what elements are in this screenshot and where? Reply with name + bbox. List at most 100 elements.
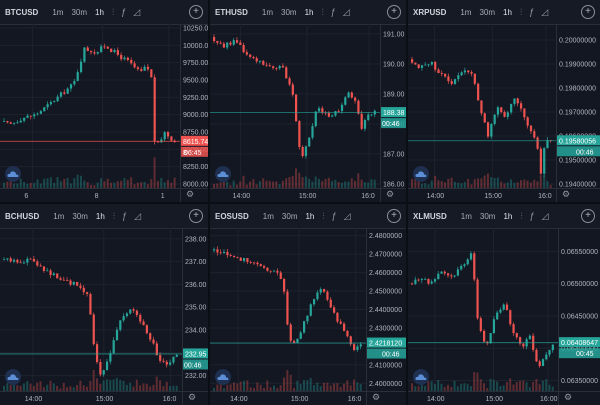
y-tick-label: 232.00 <box>185 373 207 380</box>
cloud-logo-icon[interactable] <box>215 369 231 385</box>
add-chart-icon[interactable]: + <box>387 5 401 19</box>
price-chart[interactable]: 0.065500000.065000000.064500000.06400000… <box>408 228 600 405</box>
candle <box>272 65 275 70</box>
timeframe-1m[interactable]: 1m <box>262 211 274 221</box>
timeframe-30m[interactable]: 30m <box>281 211 298 221</box>
settings-icon[interactable]: ⚙ <box>564 392 573 402</box>
candle <box>100 44 103 54</box>
chart-panel-eosusd[interactable]: EOSUSD 1m 30m 1h ⫶ ƒ ◿ +2.4800000 2.4700000 2.460… <box>210 204 406 405</box>
candle <box>213 34 216 44</box>
y-tick-label: 238.00 <box>185 236 207 243</box>
candle <box>46 101 49 110</box>
candle <box>545 351 548 361</box>
chart-panel-ethusd[interactable]: ETHUSD 1m 30m 1h ⫶ ƒ ◿ +191.00190.00189.00188.0… <box>210 0 406 202</box>
area-chart-icon[interactable]: ◿ <box>342 6 350 17</box>
chart-panel-xlmusd[interactable]: XLMUSD 1m 30m 1h ⫶ ƒ ◿ +0.06550000 0.06500000 0.0… <box>408 204 600 405</box>
indicators-icon[interactable]: ƒ <box>529 210 535 221</box>
symbol-label[interactable]: BCHUSD <box>5 211 40 221</box>
candle <box>9 121 12 125</box>
price-chart[interactable]: 238.00237.00236.00235.00234.00233.00232.… <box>0 228 208 405</box>
price-chart[interactable]: 0.20000000 0.19900000 0.19800000 0.19700000… <box>408 24 600 202</box>
timeframe-30m[interactable]: 30m <box>479 7 496 17</box>
cloud-logo-icon[interactable] <box>5 166 21 182</box>
chart-panel-xrpusd[interactable]: XRPUSD 1m 30m 1h ⫶ ƒ ◿ +0.20000000 0.19900000 0.1… <box>408 0 600 202</box>
y-tick-label: 2.4700000 <box>369 252 402 259</box>
timeframe-1m[interactable]: 1m <box>53 211 65 221</box>
timeframe-1h[interactable]: 1h <box>304 7 314 17</box>
candle <box>136 65 140 71</box>
symbol-label[interactable]: ETHUSD <box>215 7 248 17</box>
timeframe-30m[interactable]: 30m <box>72 211 88 221</box>
settings-icon[interactable]: ⚙ <box>372 392 381 402</box>
symbol-label[interactable]: XLMUSD <box>413 211 447 221</box>
area-chart-icon[interactable]: ◿ <box>343 210 351 221</box>
candle <box>233 255 236 258</box>
candle <box>525 337 528 350</box>
area-chart-icon[interactable]: ◿ <box>133 6 141 17</box>
candle <box>308 137 311 147</box>
y-tick-label: 9750.00 <box>183 60 208 67</box>
candles-icon[interactable]: ⫶ <box>322 210 325 221</box>
add-chart-icon[interactable]: + <box>189 209 203 223</box>
timeframe-1m[interactable]: 1m <box>261 7 274 17</box>
candles-icon[interactable]: ⫶ <box>111 6 115 17</box>
chart-panel-bchusd[interactable]: BCHUSD 1m 30m 1h ⫶ ƒ ◿ +238.00 237.00 236.00 235.0… <box>0 204 208 405</box>
timeframe-1h[interactable]: 1h <box>305 211 315 221</box>
area-chart-icon[interactable]: ◿ <box>541 210 549 221</box>
price-chart[interactable]: 10250.00 10000.00 9750.00 9500.00 9250.00 900… <box>0 24 208 202</box>
indicators-icon[interactable]: ƒ <box>331 210 337 221</box>
indicators-icon[interactable]: ƒ <box>529 6 535 17</box>
candle <box>288 76 291 87</box>
indicators-icon[interactable]: ƒ <box>122 210 128 221</box>
candle <box>437 67 440 74</box>
settings-icon[interactable]: ⚙ <box>186 189 195 199</box>
timeframe-1h[interactable]: 1h <box>95 211 105 221</box>
add-chart-icon[interactable]: + <box>189 5 203 19</box>
add-chart-icon[interactable]: + <box>581 5 595 19</box>
timeframe-1m[interactable]: 1m <box>460 7 472 17</box>
y-tick-label: 9250.00 <box>183 95 208 102</box>
candle <box>526 116 529 129</box>
area-chart-icon[interactable]: ◿ <box>134 210 142 221</box>
indicators-icon[interactable]: ƒ <box>121 6 127 17</box>
timeframe-30m[interactable]: 30m <box>71 7 88 17</box>
symbol-label[interactable]: BTCUSD <box>5 7 39 17</box>
candle <box>522 343 525 349</box>
price-chart[interactable]: 2.4800000 2.4700000 2.4600000 2.4500000 2.44… <box>210 228 406 405</box>
candle <box>232 38 235 47</box>
timeframe-1m[interactable]: 1m <box>460 211 472 221</box>
last-price-tag: 2.4218120 <box>367 337 406 348</box>
timeframe-30m[interactable]: 30m <box>479 211 496 221</box>
candles-icon[interactable]: ⫶ <box>519 6 523 17</box>
candle <box>533 128 536 140</box>
candle <box>89 292 92 315</box>
timeframe-1m[interactable]: 1m <box>52 7 64 17</box>
symbol-label[interactable]: EOSUSD <box>215 211 249 221</box>
timeframe-1h[interactable]: 1h <box>95 7 104 17</box>
cloud-logo-icon[interactable] <box>215 166 231 182</box>
price-chart[interactable]: 191.00190.00189.00188.00187.00186.0014:0… <box>210 24 406 202</box>
candles-icon[interactable]: ⫶ <box>321 6 324 17</box>
chart-panel-btcusd[interactable]: BTCUSD 1m 30m 1h ⫶ ƒ ◿ +10250.00 10000.00 9750.00… <box>0 0 208 202</box>
timeframe-30m[interactable]: 30m <box>281 7 297 17</box>
cloud-logo-icon[interactable] <box>413 166 429 182</box>
add-chart-icon[interactable]: + <box>581 209 595 223</box>
candles-icon[interactable]: ⫶ <box>112 210 116 221</box>
settings-icon[interactable]: ⚙ <box>562 189 571 199</box>
area-chart-icon[interactable]: ◿ <box>541 6 549 17</box>
candle <box>349 335 352 347</box>
cloud-logo-icon[interactable] <box>5 369 21 385</box>
candle <box>172 356 175 365</box>
candles-icon[interactable]: ⫶ <box>520 210 523 221</box>
candle <box>6 120 9 124</box>
timeframe-1h[interactable]: 1h <box>503 7 512 17</box>
timeframe-1h[interactable]: 1h <box>503 211 513 221</box>
candle <box>450 273 453 280</box>
y-tick-label: 235.00 <box>185 305 207 312</box>
add-chart-icon[interactable]: + <box>387 209 401 223</box>
symbol-label[interactable]: XRPUSD <box>413 7 447 17</box>
settings-icon[interactable]: ⚙ <box>188 392 197 402</box>
cloud-logo-icon[interactable] <box>413 369 429 385</box>
indicators-icon[interactable]: ƒ <box>330 6 336 17</box>
settings-icon[interactable]: ⚙ <box>386 189 395 199</box>
